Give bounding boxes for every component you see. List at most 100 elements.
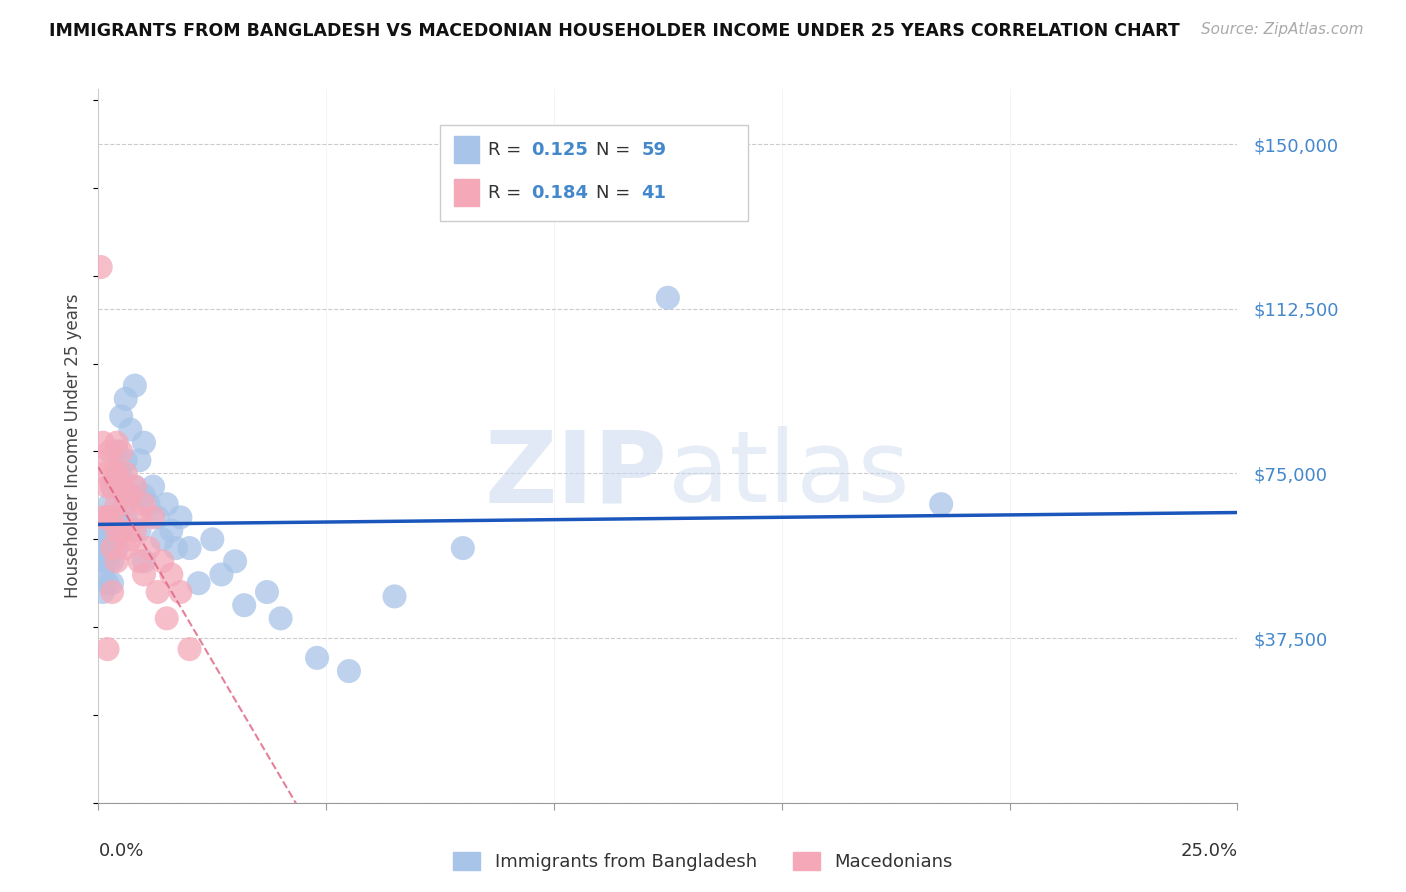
Point [114, 392, 136, 406]
Point [124, 524, 146, 538]
Point [120, 488, 142, 502]
Point [124, 480, 146, 494]
Point [451, 541, 474, 555]
Point [96, 642, 118, 657]
Point [96, 576, 118, 591]
Point [156, 497, 179, 511]
Point [105, 554, 128, 568]
Point [114, 453, 136, 467]
Text: 0.184: 0.184 [531, 184, 588, 202]
Point [91, 435, 114, 450]
Bar [454, 136, 479, 163]
Point [110, 409, 132, 424]
Point [156, 611, 179, 625]
Point [96, 510, 118, 524]
Text: 41: 41 [641, 184, 666, 202]
Text: N =: N = [596, 184, 636, 202]
Bar [454, 179, 479, 206]
Point [146, 585, 169, 599]
Point [105, 435, 128, 450]
Point [96, 533, 118, 547]
Point [233, 598, 256, 612]
Point [128, 554, 150, 568]
Text: 59: 59 [641, 141, 666, 159]
Point [256, 585, 278, 599]
Point [142, 510, 165, 524]
FancyBboxPatch shape [440, 125, 748, 221]
Point [169, 510, 191, 524]
Point [132, 554, 155, 568]
Point [209, 567, 232, 582]
Point [101, 541, 124, 555]
Text: N =: N = [596, 141, 636, 159]
Point [101, 576, 124, 591]
Point [96, 554, 118, 568]
Point [101, 554, 124, 568]
Point [91, 510, 114, 524]
Point [101, 510, 124, 524]
Point [142, 480, 165, 494]
Point [132, 488, 155, 502]
Point [105, 475, 128, 490]
Point [110, 480, 132, 494]
Point [270, 611, 292, 625]
Point [138, 497, 160, 511]
Point [179, 541, 201, 555]
Point [124, 378, 146, 392]
Point [101, 480, 124, 494]
Point [105, 497, 128, 511]
Point [98, 497, 121, 511]
Point [138, 541, 160, 555]
Point [146, 510, 169, 524]
Text: atlas: atlas [668, 426, 910, 523]
Text: R =: R = [488, 141, 527, 159]
Point [96, 510, 118, 524]
Point [91, 585, 114, 599]
Text: 0.125: 0.125 [531, 141, 588, 159]
Point [179, 642, 201, 657]
Point [160, 524, 183, 538]
Point [110, 467, 132, 481]
Point [187, 576, 209, 591]
Point [114, 510, 136, 524]
Point [105, 524, 128, 538]
Point [110, 524, 132, 538]
Point [101, 585, 124, 599]
Point [114, 467, 136, 481]
Point [307, 651, 329, 665]
Point [98, 444, 121, 458]
Point [105, 510, 128, 524]
Point [132, 435, 155, 450]
Point [101, 480, 124, 494]
Point [150, 533, 173, 547]
Point [929, 497, 952, 511]
Point [91, 533, 114, 547]
Point [120, 423, 142, 437]
Point [132, 497, 155, 511]
Point [108, 467, 131, 481]
Point [160, 567, 183, 582]
Point [169, 585, 191, 599]
Point [132, 567, 155, 582]
Legend: Immigrants from Bangladesh, Macedonians: Immigrants from Bangladesh, Macedonians [446, 845, 960, 879]
Point [96, 480, 118, 494]
Point [105, 444, 128, 458]
Point [101, 510, 124, 524]
Point [124, 480, 146, 494]
Point [96, 453, 118, 467]
Point [94, 467, 117, 481]
Point [657, 291, 679, 305]
Point [120, 533, 142, 547]
Point [105, 467, 128, 481]
Point [114, 541, 136, 555]
Point [224, 554, 246, 568]
Point [94, 519, 117, 533]
Point [103, 467, 125, 481]
Text: R =: R = [488, 184, 527, 202]
Point [384, 590, 406, 604]
Point [150, 554, 173, 568]
Text: 25.0%: 25.0% [1180, 842, 1237, 860]
Point [110, 524, 132, 538]
Text: IMMIGRANTS FROM BANGLADESH VS MACEDONIAN HOUSEHOLDER INCOME UNDER 25 YEARS CORRE: IMMIGRANTS FROM BANGLADESH VS MACEDONIAN… [49, 22, 1180, 40]
Y-axis label: Householder Income Under 25 years: Householder Income Under 25 years [65, 293, 83, 599]
